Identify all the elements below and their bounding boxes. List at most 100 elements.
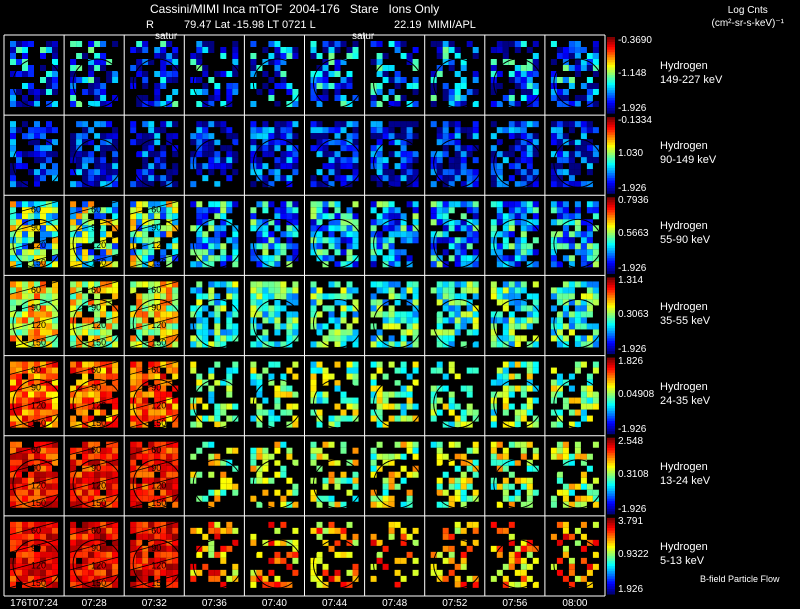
colorbar-segment: [607, 225, 615, 229]
colorbar-segment: [607, 450, 615, 454]
colorbar-segment: [607, 345, 615, 349]
colorbar-segment: [607, 568, 615, 572]
colorbar-segment: [607, 511, 615, 515]
species-label: Hydrogen: [660, 460, 708, 473]
colorbar-segment: [607, 437, 615, 441]
colorbar-segment: [607, 343, 615, 347]
colorbar-segment: [607, 292, 615, 296]
colorbar-segment: [607, 119, 615, 123]
colorbar-segment: [607, 217, 615, 221]
cell-r0-c2: [130, 41, 182, 108]
colorbar-mid-label: 0.3063: [618, 308, 649, 320]
colorbar-min-label: 1.926: [618, 584, 644, 595]
colorbar-segment: [607, 588, 615, 592]
cell-r2-c0: [10, 201, 62, 268]
species-label: Hydrogen: [660, 300, 708, 313]
colorbar-segment: [607, 215, 615, 219]
colorbar-segment: [607, 503, 615, 507]
colorbar-max-label: 2.548: [618, 435, 644, 447]
chart-title: Cassini/MIMI Inca mTOF 2004-176 Stare Io…: [150, 2, 440, 16]
colorbar-segment: [607, 380, 615, 384]
contour-label: 120: [31, 480, 46, 490]
cell-r4-c6: [370, 361, 423, 429]
subtitle-l-value: 22.19 MIMI/APL: [394, 19, 476, 31]
colorbar-segment: [607, 465, 615, 469]
colorbar-segment: [607, 190, 615, 194]
contour-line: [3, 475, 65, 492]
energy-label: 55-90 keV: [660, 234, 711, 247]
colorbar-segment: [607, 212, 615, 216]
cell-r2-c6: [370, 201, 423, 268]
colorbar-segment: [607, 586, 615, 590]
colorbar-segment: [607, 543, 615, 547]
colorbar-segment: [607, 320, 615, 324]
colorbar-segment: [607, 576, 615, 580]
cell-r3-c3: [190, 281, 242, 349]
time-tick-label: 08:00: [562, 598, 588, 609]
colorbar-mid-label: 0.5663: [618, 228, 649, 240]
colorbar-segment: [607, 220, 615, 224]
colorbar-segment: [607, 375, 615, 379]
colorbar-segment: [607, 410, 615, 414]
colorbar-segment: [607, 395, 615, 399]
colorbar-segment: [607, 263, 615, 267]
colorbar-segment: [607, 145, 615, 149]
contour-line: [63, 377, 125, 395]
cell-r6-c2: [130, 521, 182, 589]
colorbar-segment: [607, 310, 615, 314]
colorbar-segment: [607, 77, 615, 81]
colorbar-segment: [607, 538, 615, 542]
colorbar-segment: [607, 351, 615, 355]
cell-r6-c3: [190, 521, 242, 589]
contour-label: 120: [151, 561, 166, 571]
subtitle-r: R: [146, 19, 154, 31]
colorbar-segment: [607, 548, 615, 552]
colorbar-segment: [607, 455, 615, 459]
colorbar-segment: [607, 185, 615, 189]
contour-line: [63, 234, 125, 252]
contour-line: [124, 377, 185, 395]
contour-line: [3, 555, 65, 572]
contour-label: 120: [91, 561, 106, 571]
species-label: Hydrogen: [660, 380, 708, 393]
contour-line: [3, 252, 65, 269]
colorbar-segment: [607, 357, 615, 361]
cell-r5-c7: [430, 441, 483, 509]
contour-label: 60: [91, 205, 101, 215]
colorbar-segment: [607, 62, 615, 66]
colorbar-min-label: -1.926: [618, 423, 647, 435]
colorbar-segment: [607, 573, 615, 577]
colorbar-min-label: -1.926: [618, 183, 647, 195]
colorbar-segment: [607, 447, 615, 451]
colorbar-segment: [607, 458, 615, 462]
colorbar-segment: [607, 445, 615, 449]
colorbar-segment: [607, 165, 615, 169]
colorbar-segment: [607, 452, 615, 456]
contour-line: [124, 572, 185, 590]
colorbar-segment: [607, 250, 615, 254]
colorbar-segment: [607, 545, 615, 549]
colorbar-segment: [607, 134, 615, 138]
colorbar-segment: [607, 478, 615, 482]
contour-line: [3, 297, 65, 314]
colorbar-segment: [607, 57, 615, 61]
colorbar-unit-label: Log Cnts (cm²-sr-s-keV)⁻¹: [712, 4, 784, 30]
contour-line: [124, 199, 185, 217]
cell-r0-c0: [10, 41, 62, 108]
colorbar-segment: [607, 172, 615, 177]
colorbar-segment: [607, 69, 615, 74]
colorbar-segment: [607, 480, 615, 484]
colorbar-segment: [607, 415, 615, 419]
contour-line: [3, 199, 65, 217]
colorbar-segment: [607, 362, 615, 366]
colorbar-segment: [607, 253, 615, 257]
cell-r6-c7: [430, 521, 483, 589]
contour-label: 150: [151, 498, 166, 508]
colorbar-segment: [607, 388, 615, 392]
contour-label: 90: [31, 302, 41, 312]
contour-line: [3, 216, 65, 234]
colorbar-segment: [607, 240, 615, 244]
contour-line: [63, 537, 125, 555]
contour-line: [124, 279, 185, 297]
colorbar-segment: [607, 431, 615, 435]
